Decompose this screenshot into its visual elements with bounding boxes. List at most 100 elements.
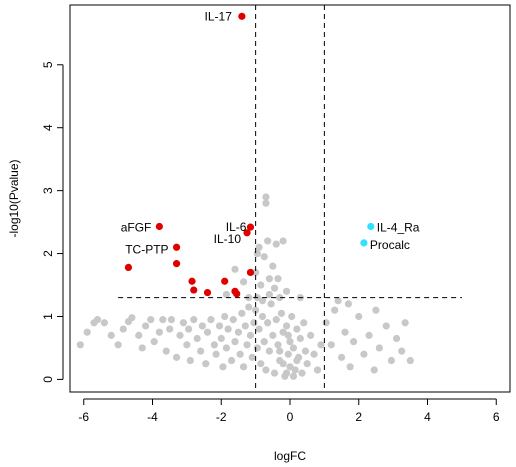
point-down-significant [124,263,133,272]
point-label: IL-4_Ra [377,221,420,235]
point-down-significant [246,268,255,277]
point-non-significant [270,369,279,377]
point-non-significant [387,356,396,365]
point-non-significant [241,322,249,330]
point-non-significant [255,325,263,333]
point-non-significant [229,316,237,324]
point-non-significant [159,316,167,324]
point-non-significant [231,338,239,346]
point-non-significant [107,331,115,339]
x-tick-label: -4 [147,410,158,424]
point-non-significant [176,331,184,339]
point-non-significant [183,341,191,349]
point-non-significant [257,281,265,289]
point-non-significant [375,344,383,352]
point-non-significant [303,360,311,368]
point-non-significant [93,316,102,324]
point-non-significant [284,350,292,358]
x-axis-title: logFC [274,449,306,463]
point-non-significant [252,268,260,277]
point-non-significant [334,297,342,305]
point-non-significant [222,290,231,299]
point-non-significant [322,319,330,327]
point-non-significant [365,331,373,339]
threshold-lines [118,5,462,392]
point-non-significant [398,347,406,355]
point-down-significant [190,286,198,294]
point-non-significant [267,300,275,308]
y-tick-label: 4 [41,124,55,131]
point-label: IL-10 [214,232,242,246]
point-label: IL-6 [226,220,247,234]
point-down-significant [155,222,163,231]
y-tick-label: 0 [41,376,55,383]
point-non-significant [289,344,298,352]
point-non-significant [207,316,215,324]
point-non-significant [210,341,218,349]
x-axis: -6 -4 -2 0 2 4 6 [78,398,500,424]
point-non-significant [284,331,292,339]
point-non-significant [293,325,301,333]
point-non-significant [349,338,358,346]
point-non-significant [264,237,272,245]
point-non-significant [248,353,256,361]
point-non-significant [279,328,287,336]
point-non-significant [269,262,277,270]
point-non-significant [286,338,294,346]
point-non-significant [215,322,224,330]
point-non-significant [238,309,246,317]
point-non-significant [114,341,122,349]
point-non-significant [202,360,210,368]
point-non-significant [313,366,322,374]
point-non-significant [360,350,368,358]
points-layer [76,12,414,380]
point-non-significant [239,363,248,371]
point-non-significant [270,284,279,292]
point-non-significant [258,297,267,305]
point-non-significant [337,353,346,361]
point-non-significant [289,372,298,380]
x-tick-label: -6 [78,410,89,424]
point-labels: IL-17 aFGF TC-PTP IL-6IL-10 IL-4_Ra Procalc [121,9,420,256]
point-label: Procalc [370,238,410,252]
point-non-significant [190,316,198,324]
point-non-significant [277,309,286,317]
point-up-significant [367,222,375,231]
point-non-significant [212,350,220,358]
point-non-significant [392,334,401,343]
plot-frame [69,4,511,393]
point-non-significant [198,322,206,330]
point-non-significant [184,325,193,333]
point-non-significant [331,306,339,314]
point-non-significant [119,325,127,333]
point-non-significant [279,237,287,245]
point-non-significant [155,328,163,336]
point-non-significant [250,319,258,327]
y-tick-label: 5 [41,61,55,68]
point-non-significant [274,341,282,349]
point-non-significant [172,353,181,361]
point-non-significant [269,331,277,339]
point-non-significant [265,290,273,299]
point-up-significant [360,239,368,247]
point-non-significant [258,312,267,321]
point-non-significant [234,328,243,336]
point-non-significant [282,322,291,330]
point-label: aFGF [121,221,152,235]
y-axis: 0 1 2 3 4 5 [41,61,64,383]
point-non-significant [128,314,136,322]
point-down-significant [233,290,241,298]
point-non-significant [406,356,414,365]
point-non-significant [243,341,251,349]
point-non-significant [147,316,155,324]
point-non-significant [298,369,306,377]
point-non-significant [355,312,363,321]
point-non-significant [272,240,280,248]
point-non-significant [327,341,335,349]
point-non-significant [282,369,291,377]
point-non-significant [253,249,261,258]
point-non-significant [166,325,174,333]
x-tick-label: 2 [355,410,362,424]
